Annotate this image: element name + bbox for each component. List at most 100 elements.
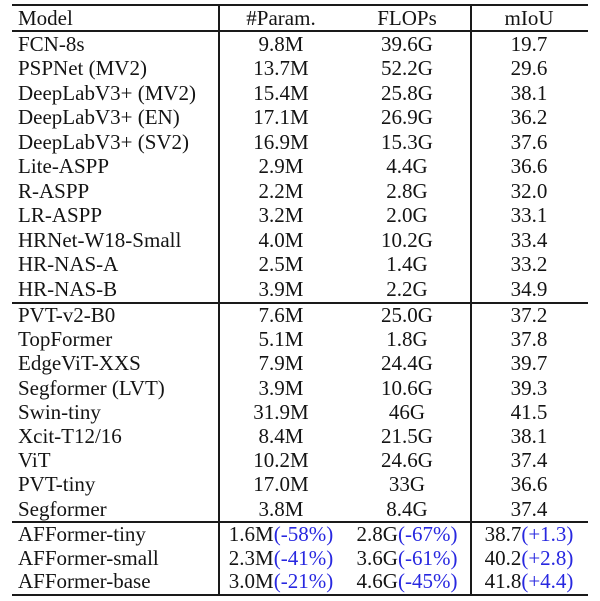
model-value: Swin-tiny [18,399,101,424]
miou-value: 34.9 [510,276,548,301]
table-row: HR-NAS-A 2.5M 1.4G 33.2 [12,253,588,278]
miou-value: 39.7 [510,351,548,376]
miou-delta: (+1.3) [521,522,574,547]
miou-cell: 37.4 [470,498,588,520]
flops-cell: 4.6G(-45%) [344,571,470,592]
param-cell: 2.2M [218,178,344,203]
miou-cell: 39.7 [470,353,588,374]
model-cell: PVT-v2-B0 [12,305,218,326]
miou-value: 40.2 [484,545,522,570]
flops-value: 25.8G [381,80,433,105]
param-cell: 17.1M [218,107,344,128]
miou-value: 39.3 [510,375,548,400]
table-row: Swin-tiny 31.9M 46G 41.5 [12,400,588,424]
miou-cell: 37.2 [470,305,588,326]
param-cell: 3.2M [218,205,344,226]
flops-value: 4.6G [356,569,398,594]
column-header-miou: mIoU [504,5,554,30]
param-value: 5.1M [258,327,304,352]
param-delta: (-21%) [273,569,334,594]
flops-cell: 39.6G [344,31,470,56]
param-value: 8.4M [258,424,304,449]
miou-cell: 33.4 [470,227,588,252]
param-cell: 17.0M [218,474,344,495]
param-cell: 5.1M [218,329,344,350]
flops-value: 39.6G [381,31,433,56]
param-value: 15.4M [253,80,309,105]
param-value: 2.2M [258,178,304,203]
param-value: 3.0M [228,569,274,594]
table-row: PVT-v2-B0 7.6M 25.0G 37.2 [12,304,588,328]
column-header-model: Model [18,5,73,30]
model-cell: Xcit-T12/16 [12,426,218,447]
results-table: Model #Param. FLOPs mIoU FCN-8s 9.8M 39.6G… [12,4,588,596]
model-value: HR-NAS-B [18,276,118,301]
model-cell: HR-NAS-B [12,276,218,301]
flops-value: 46G [388,399,426,424]
flops-cell: 24.4G [344,353,470,374]
flops-cell: 25.0G [344,305,470,326]
table-row: HRNet-W18-Small 4.0M 10.2G 33.4 [12,228,588,253]
miou-cell: 36.2 [470,107,588,128]
flops-cell: 33G [344,474,470,495]
flops-value: 2.8G [386,178,428,203]
section-rule-1 [12,301,588,304]
table-row: DeepLabV3+ (MV2) 15.4M 25.8G 38.1 [12,81,588,106]
model-cell: FCN-8s [12,33,218,55]
miou-cell: 37.8 [470,329,588,350]
table-row: PVT-tiny 17.0M 33G 36.6 [12,473,588,497]
flops-value: 26.9G [381,105,433,130]
table-row: DeepLabV3+ (EN) 17.1M 26.9G 36.2 [12,106,588,131]
miou-value: 38.1 [510,80,548,105]
param-cell: 1.6M(-58%) [218,524,344,545]
miou-cell: 38.7(+1.3) [470,524,588,545]
table-row: TopFormer 5.1M 1.8G 37.8 [12,328,588,352]
miou-value: 41.5 [510,399,548,424]
miou-cell: 39.3 [470,375,588,400]
param-cell: 3.9M [218,377,344,399]
table-row: AFFormer-base 3.0M(-21%) 4.6G(-45%) 41.8(+4… [12,570,588,594]
table-row: HR-NAS-B 3.9M 2.2G 34.9 [12,277,588,302]
table-row: Segformer 3.8M 8.4G 37.4 [12,497,588,521]
param-value: 2.3M [228,545,274,570]
model-value: HRNet-W18-Small [18,227,182,252]
param-cell: 7.6M [218,305,344,326]
model-cell: ViT [12,450,218,471]
model-cell: HRNet-W18-Small [12,227,218,252]
section-rule-2 [12,521,588,524]
flops-value: 10.2G [381,227,433,252]
model-value: PVT-v2-B0 [18,303,116,328]
flops-cell: 8.4G [344,498,470,520]
flops-cell: 25.8G [344,80,470,105]
model-cell: EdgeViT-XXS [12,353,218,374]
miou-cell: 37.4 [470,450,588,471]
miou-value: 33.4 [510,227,548,252]
model-cell: Swin-tiny [12,399,218,424]
model-cell: TopFormer [12,329,218,350]
section-transformer-models: PVT-v2-B0 7.6M 25.0G 37.2 TopFormer 5.1M 1.8G 3… [12,304,588,522]
miou-cell: 41.5 [470,399,588,424]
miou-cell: 40.2(+2.8) [470,545,588,570]
flops-value: 21.5G [381,424,433,449]
model-value: Xcit-T12/16 [18,424,122,449]
flops-cell: 15.3G [344,131,470,153]
param-cell: 4.0M [218,229,344,251]
param-value: 7.9M [258,351,304,376]
table-row: R-ASPP 2.2M 2.8G 32.0 [12,179,588,204]
param-delta: (-41%) [273,545,334,570]
table-row: DeepLabV3+ (SV2) 16.9M 15.3G 37.6 [12,130,588,155]
vertical-rule-model-param [218,4,220,596]
miou-value: 33.2 [510,252,548,277]
table-row: Segformer (LVT) 3.9M 10.6G 39.3 [12,376,588,400]
section-cnn-models: FCN-8s 9.8M 39.6G 19.7 PSPNet (MV2) 13.7M 52.2… [12,32,588,302]
model-value: EdgeViT-XXS [18,351,141,376]
param-value: 31.9M [253,399,309,424]
miou-cell: 33.1 [470,205,588,226]
bottom-rule [12,593,588,596]
flops-value: 2.2G [386,276,428,301]
param-cell: 7.9M [218,353,344,374]
flops-cell: 1.8G [344,329,470,350]
flops-value: 33G [388,472,426,497]
model-cell: LR-ASPP [12,205,218,226]
miou-cell: 33.2 [470,254,588,275]
